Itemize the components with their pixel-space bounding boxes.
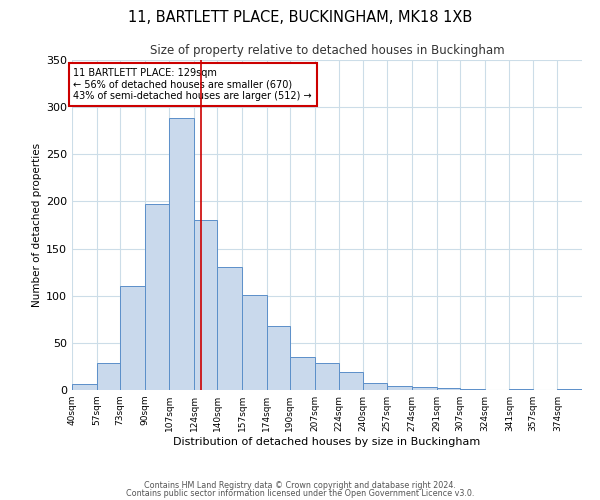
Y-axis label: Number of detached properties: Number of detached properties	[32, 143, 42, 307]
Text: 11, BARTLETT PLACE, BUCKINGHAM, MK18 1XB: 11, BARTLETT PLACE, BUCKINGHAM, MK18 1XB	[128, 10, 472, 25]
Title: Size of property relative to detached houses in Buckingham: Size of property relative to detached ho…	[149, 44, 505, 58]
Text: 11 BARTLETT PLACE: 129sqm
← 56% of detached houses are smaller (670)
43% of semi: 11 BARTLETT PLACE: 129sqm ← 56% of detac…	[73, 68, 312, 100]
Bar	[194, 220, 217, 390]
Bar	[557, 389, 582, 390]
Bar	[362, 384, 387, 390]
Bar	[460, 389, 485, 390]
Text: Contains HM Land Registry data © Crown copyright and database right 2024.: Contains HM Land Registry data © Crown c…	[144, 481, 456, 490]
Bar	[145, 204, 169, 390]
Text: Contains public sector information licensed under the Open Government Licence v3: Contains public sector information licen…	[126, 488, 474, 498]
Bar	[217, 268, 242, 390]
Bar	[290, 357, 314, 390]
Bar	[314, 362, 340, 390]
Bar	[437, 388, 460, 390]
Bar	[242, 295, 267, 390]
X-axis label: Distribution of detached houses by size in Buckingham: Distribution of detached houses by size …	[173, 437, 481, 447]
Bar	[267, 326, 290, 390]
Bar	[120, 286, 145, 390]
Bar	[412, 387, 437, 390]
Bar	[340, 372, 362, 390]
Bar	[72, 384, 97, 390]
Bar	[97, 362, 120, 390]
Bar	[509, 389, 533, 390]
Bar	[387, 386, 412, 390]
Bar	[169, 118, 194, 390]
